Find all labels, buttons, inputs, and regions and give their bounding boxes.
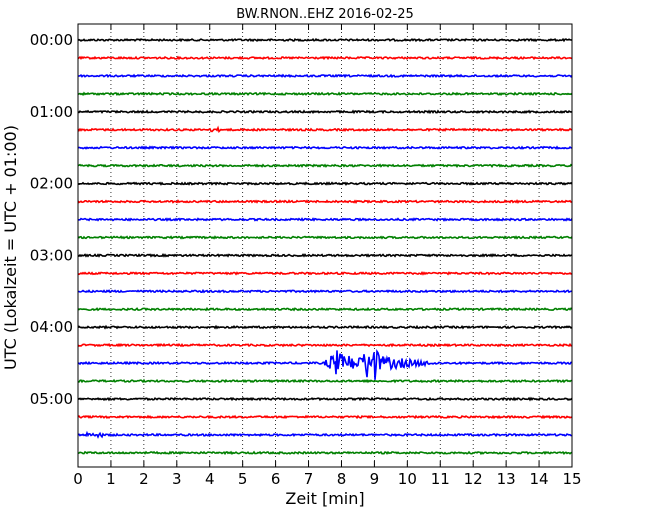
x-tick-label: 8 (337, 470, 347, 488)
y-axis-ticks: 00:00 01:00 02:00 03:00 04:00 05:00 (30, 31, 572, 408)
chart-title: BW.RNON..EHZ 2016-02-25 (236, 7, 414, 22)
trace-line (77, 199, 573, 204)
trace-line (77, 109, 573, 115)
trace-line (77, 414, 573, 420)
trace-line (77, 253, 573, 258)
x-tick-label: 15 (562, 470, 581, 488)
trace-line (77, 288, 573, 294)
y-tick-label: 04:00 (30, 318, 73, 336)
x-tick-label: 9 (370, 470, 380, 488)
y-tick-label: 02:00 (30, 175, 73, 193)
x-tick-label: 12 (464, 470, 483, 488)
trace-line (77, 450, 573, 456)
y-tick-label: 00:00 (30, 31, 73, 49)
x-tick-label: 7 (304, 470, 314, 488)
y-axis-label: UTC (Lokalzeit = UTC + 01:00) (1, 125, 20, 370)
trace-line (77, 37, 573, 43)
trace-line (77, 145, 573, 150)
trace-group (77, 37, 573, 456)
x-axis-label: Zeit [min] (285, 489, 364, 508)
trace-line (77, 396, 573, 402)
x-tick-label: 13 (497, 470, 516, 488)
trace-line (77, 270, 573, 276)
trace-line (77, 235, 573, 240)
trace-line (77, 55, 573, 61)
trace-line (77, 125, 573, 134)
grid-lines (110, 24, 540, 467)
y-tick-label: 03:00 (30, 246, 73, 264)
trace-line (77, 378, 573, 384)
plot-frame (77, 23, 573, 468)
trace-line (77, 324, 573, 330)
trace-line (77, 342, 573, 348)
x-tick-label: 4 (205, 470, 215, 488)
x-tick-label: 11 (431, 470, 450, 488)
x-tick-label: 6 (271, 470, 281, 488)
x-tick-label: 5 (238, 470, 248, 488)
x-axis-ticks: 0 1 2 3 4 5 6 7 8 9 10 11 12 13 14 15 (73, 24, 582, 488)
x-tick-label: 3 (172, 470, 182, 488)
y-tick-label: 05:00 (30, 390, 73, 408)
y-tick-label: 01:00 (30, 103, 73, 121)
x-tick-label: 1 (106, 470, 116, 488)
trace-line (77, 181, 573, 186)
trace-line (77, 430, 573, 439)
x-tick-label: 2 (139, 470, 149, 488)
x-tick-label: 10 (398, 470, 417, 488)
x-tick-label: 14 (530, 470, 549, 488)
trace-line (77, 348, 573, 380)
trace-line (77, 91, 573, 97)
trace-line (77, 73, 573, 79)
x-tick-label: 0 (73, 470, 83, 488)
trace-line (77, 217, 573, 222)
trace-line (77, 163, 573, 168)
trace-line (77, 306, 573, 312)
